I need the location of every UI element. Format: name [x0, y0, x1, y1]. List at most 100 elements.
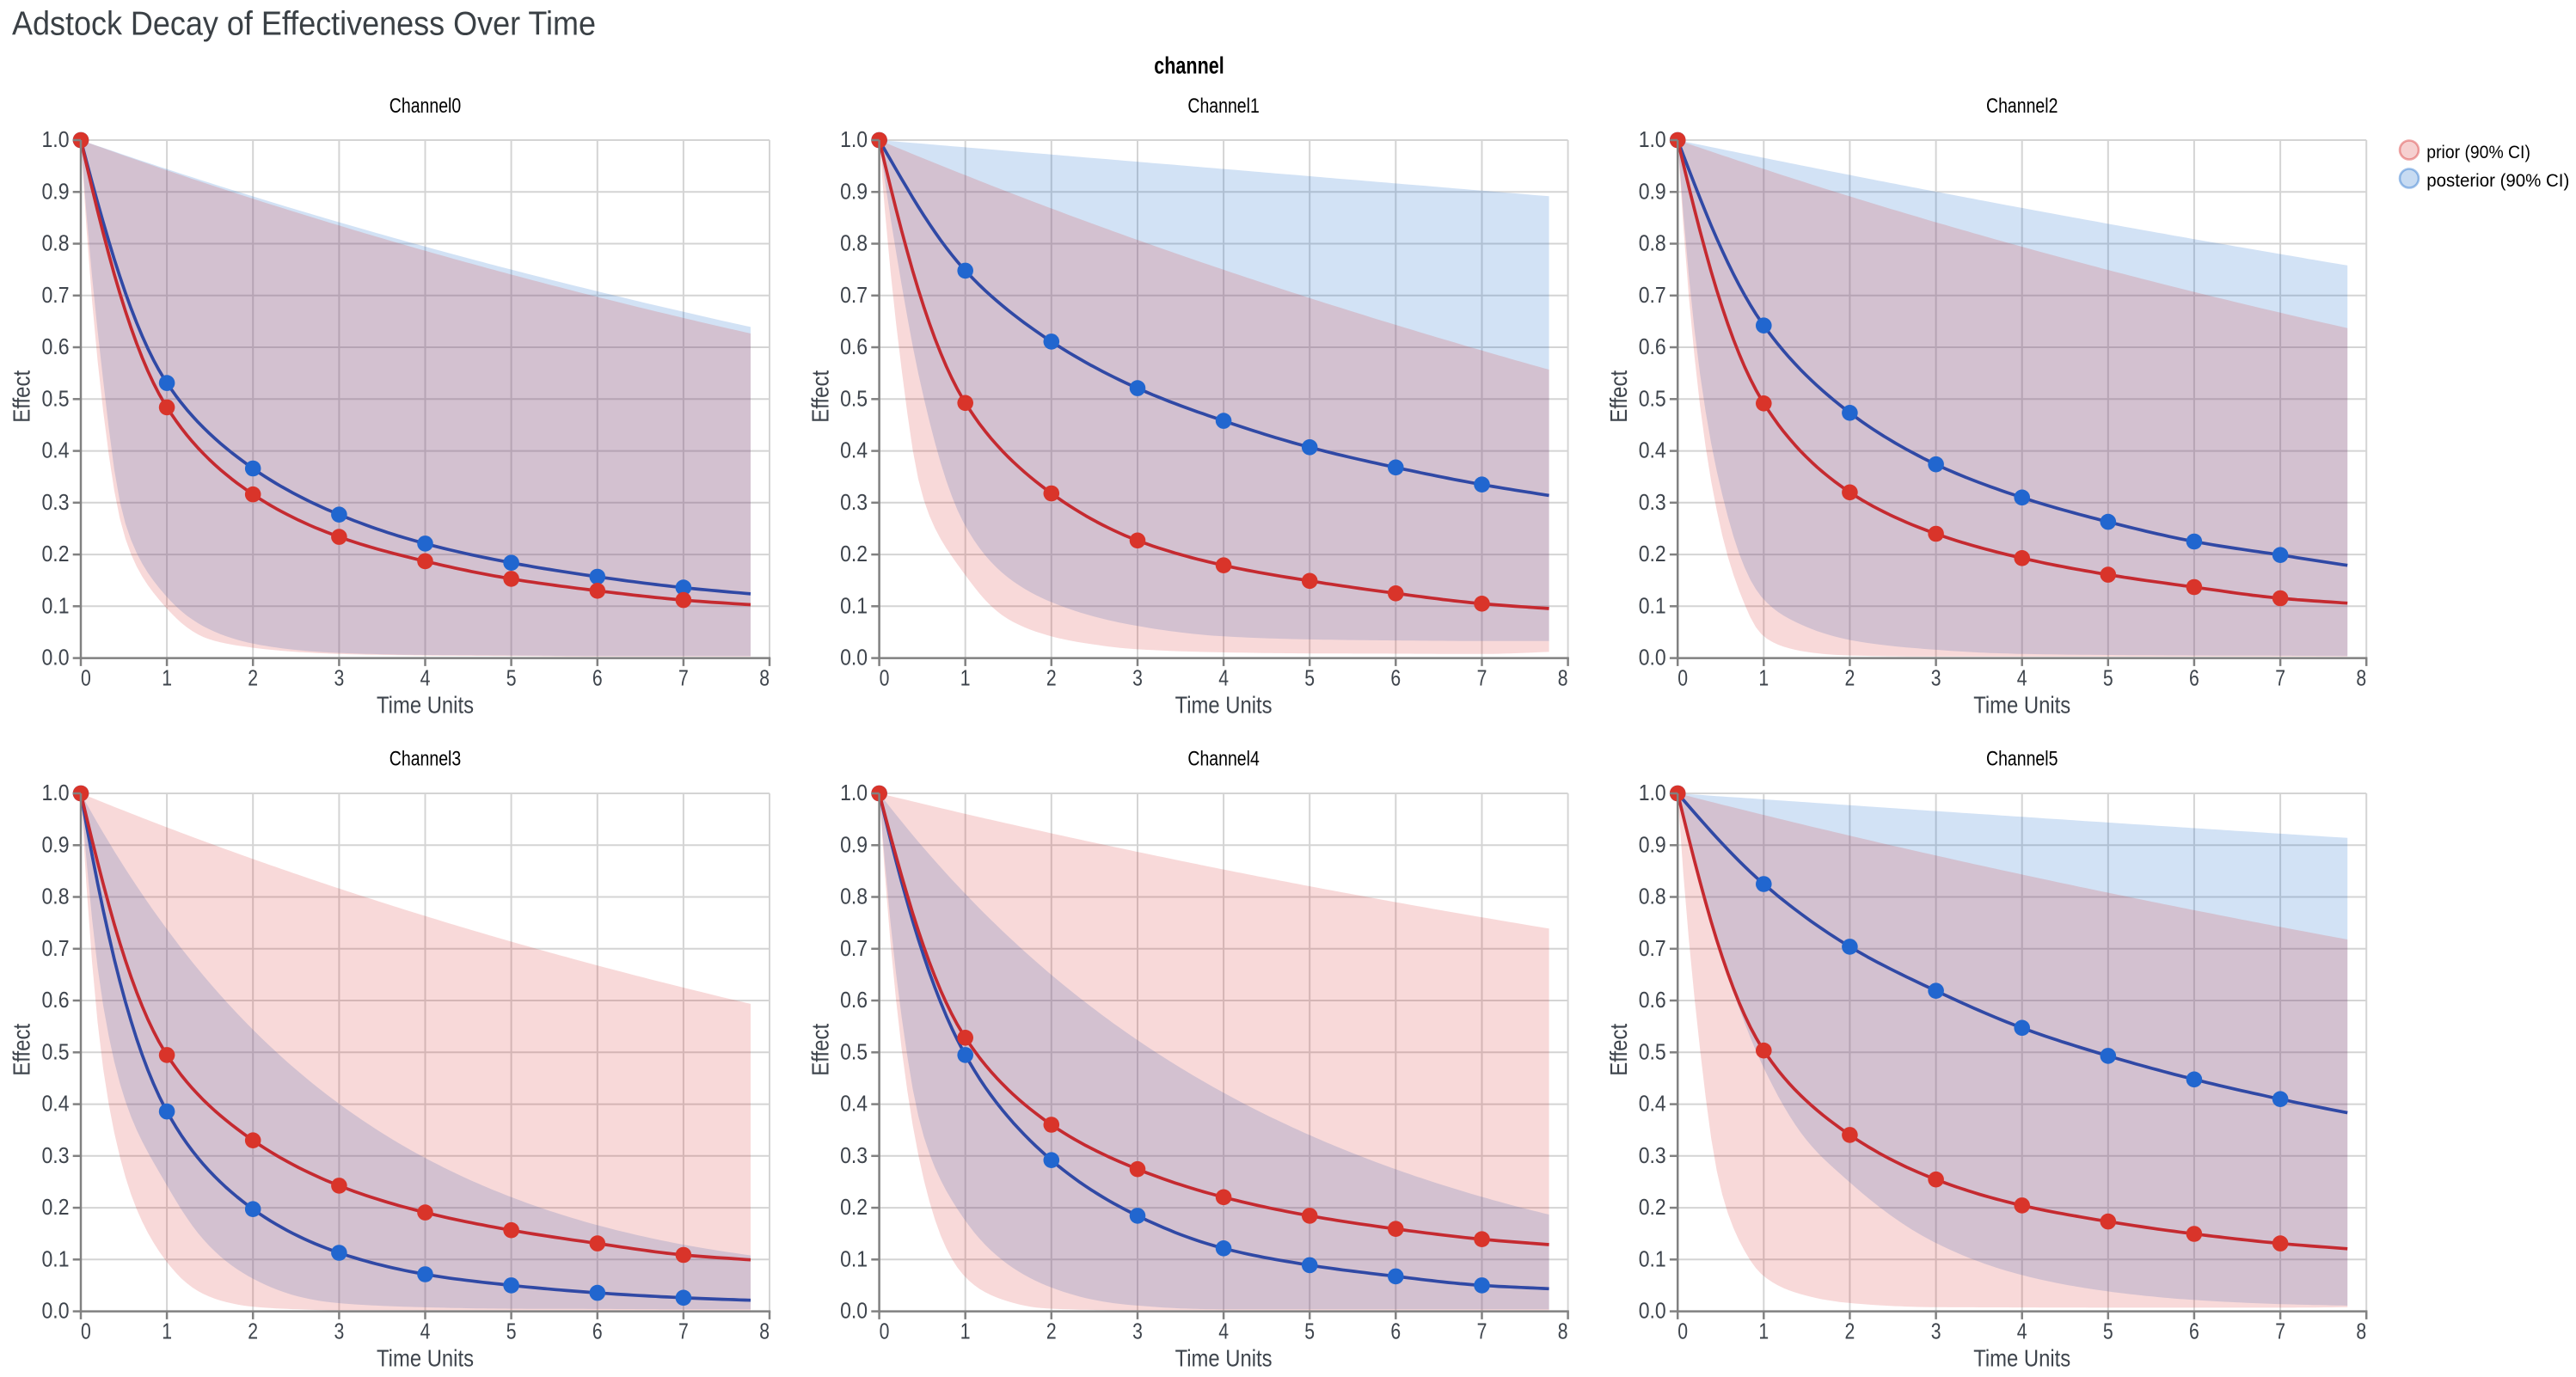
svg-text:0: 0	[880, 667, 890, 691]
svg-text:0.3: 0.3	[840, 1144, 868, 1168]
svg-text:5: 5	[1304, 667, 1315, 691]
svg-text:0.9: 0.9	[1639, 180, 1666, 204]
svg-text:4: 4	[420, 1320, 431, 1344]
svg-text:Effect: Effect	[9, 370, 35, 423]
svg-text:1: 1	[960, 667, 971, 691]
svg-text:prior (90% CI): prior (90% CI)	[2426, 143, 2530, 162]
svg-text:0.8: 0.8	[1639, 885, 1666, 909]
svg-text:0.9: 0.9	[840, 180, 868, 204]
svg-text:8: 8	[2356, 1320, 2366, 1344]
svg-text:0.0: 0.0	[1639, 646, 1666, 670]
svg-text:1.0: 1.0	[1639, 781, 1666, 805]
svg-text:1: 1	[1758, 667, 1769, 691]
svg-text:1: 1	[162, 1320, 172, 1344]
svg-text:Effect: Effect	[807, 370, 833, 423]
svg-text:0.4: 0.4	[840, 439, 868, 463]
svg-text:1: 1	[960, 1320, 971, 1344]
svg-text:0.7: 0.7	[840, 937, 868, 961]
svg-text:0: 0	[1677, 667, 1688, 691]
svg-text:0.4: 0.4	[840, 1092, 868, 1117]
svg-text:7: 7	[1477, 1320, 1487, 1344]
svg-text:0.1: 0.1	[840, 1247, 868, 1271]
svg-text:8: 8	[759, 667, 770, 691]
svg-text:Channel0: Channel0	[389, 95, 461, 118]
svg-text:0.3: 0.3	[840, 491, 868, 515]
svg-text:0.8: 0.8	[840, 885, 868, 909]
svg-text:1.0: 1.0	[1639, 128, 1666, 152]
svg-text:Effect: Effect	[1605, 1024, 1632, 1076]
svg-text:0.2: 0.2	[42, 1196, 70, 1220]
svg-text:Time Units: Time Units	[1973, 692, 2070, 719]
svg-text:0.7: 0.7	[840, 284, 868, 308]
svg-text:Time Units: Time Units	[1973, 1345, 2070, 1372]
svg-text:Channel5: Channel5	[1986, 748, 2058, 771]
svg-text:0.0: 0.0	[840, 1300, 868, 1324]
svg-text:0.9: 0.9	[42, 833, 70, 857]
svg-text:1.0: 1.0	[840, 128, 868, 152]
svg-text:0: 0	[81, 667, 91, 691]
svg-text:posterior (90% CI): posterior (90% CI)	[2426, 171, 2569, 191]
svg-text:7: 7	[678, 1320, 689, 1344]
svg-text:0.4: 0.4	[42, 1092, 70, 1117]
svg-text:0.2: 0.2	[1639, 542, 1666, 566]
svg-text:0.2: 0.2	[42, 542, 70, 566]
svg-text:0.3: 0.3	[1639, 491, 1666, 515]
svg-text:2: 2	[1845, 667, 1855, 691]
svg-text:3: 3	[334, 667, 345, 691]
svg-text:5: 5	[1304, 1320, 1315, 1344]
svg-text:0.1: 0.1	[1639, 594, 1666, 618]
svg-text:0.3: 0.3	[42, 491, 70, 515]
svg-text:1: 1	[1758, 1320, 1769, 1344]
svg-text:8: 8	[2356, 667, 2366, 691]
svg-text:0.5: 0.5	[1639, 387, 1666, 411]
svg-text:6: 6	[592, 667, 603, 691]
svg-text:0.8: 0.8	[1639, 232, 1666, 256]
svg-text:0.9: 0.9	[1639, 833, 1666, 857]
svg-text:Adstock Decay of Effectiveness: Adstock Decay of Effectiveness Over Time	[12, 5, 596, 42]
svg-text:0.8: 0.8	[42, 232, 70, 256]
svg-text:0.8: 0.8	[42, 885, 70, 909]
svg-text:0.9: 0.9	[42, 180, 70, 204]
svg-text:3: 3	[1931, 667, 1941, 691]
svg-text:Time Units: Time Units	[377, 692, 474, 719]
svg-text:Time Units: Time Units	[1175, 692, 1273, 719]
svg-text:0.2: 0.2	[840, 1196, 868, 1220]
svg-text:Time Units: Time Units	[1175, 1345, 1273, 1372]
svg-text:5: 5	[506, 1320, 517, 1344]
svg-text:0.1: 0.1	[840, 594, 868, 618]
svg-text:Effect: Effect	[9, 1024, 35, 1076]
svg-text:6: 6	[1390, 1320, 1401, 1344]
svg-text:0: 0	[1677, 1320, 1688, 1344]
svg-text:2: 2	[1845, 1320, 1855, 1344]
svg-text:Time Units: Time Units	[377, 1345, 474, 1372]
svg-text:Channel4: Channel4	[1187, 748, 1259, 771]
svg-text:7: 7	[2275, 667, 2285, 691]
svg-text:2: 2	[1046, 1320, 1057, 1344]
svg-text:0.1: 0.1	[1639, 1247, 1666, 1271]
svg-text:0.6: 0.6	[840, 335, 868, 359]
svg-text:3: 3	[1132, 667, 1143, 691]
svg-text:7: 7	[1477, 667, 1487, 691]
svg-text:Effect: Effect	[1605, 370, 1632, 423]
svg-text:0.2: 0.2	[1639, 1196, 1666, 1220]
svg-text:0.7: 0.7	[42, 284, 70, 308]
svg-text:0.3: 0.3	[1639, 1144, 1666, 1168]
svg-text:0.7: 0.7	[1639, 284, 1666, 308]
svg-text:6: 6	[592, 1320, 603, 1344]
svg-text:0.5: 0.5	[840, 1040, 868, 1064]
svg-text:5: 5	[2103, 667, 2113, 691]
svg-text:channel: channel	[1154, 52, 1224, 78]
svg-text:1.0: 1.0	[42, 781, 70, 805]
svg-text:7: 7	[678, 667, 689, 691]
svg-text:1: 1	[162, 667, 172, 691]
svg-text:4: 4	[1218, 667, 1229, 691]
svg-text:6: 6	[2189, 1320, 2199, 1344]
svg-text:4: 4	[420, 667, 431, 691]
svg-text:0.5: 0.5	[42, 1040, 70, 1064]
svg-text:8: 8	[759, 1320, 770, 1344]
svg-text:7: 7	[2275, 1320, 2285, 1344]
svg-text:0: 0	[880, 1320, 890, 1344]
svg-text:0.1: 0.1	[42, 1247, 70, 1271]
svg-text:1.0: 1.0	[840, 781, 868, 805]
svg-text:4: 4	[2017, 1320, 2027, 1344]
